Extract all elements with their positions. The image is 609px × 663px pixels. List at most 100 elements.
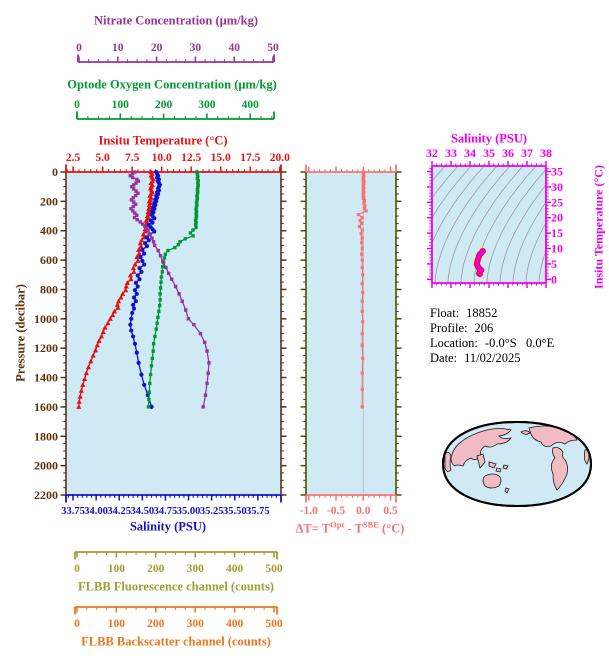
svg-text:34.75: 34.75	[154, 506, 178, 517]
date-value: 11/02/2025	[464, 351, 521, 365]
svg-text:-1.0: -1.0	[300, 505, 318, 517]
svg-text:10.0: 10.0	[152, 152, 172, 164]
salinity-axis-title: Salinity (PSU)	[129, 519, 207, 534]
svg-text:34.00: 34.00	[84, 506, 108, 517]
delta-t-series	[356, 170, 368, 409]
svg-text:15.0: 15.0	[211, 152, 231, 164]
svg-text:300: 300	[198, 99, 216, 111]
svg-text:1600: 1600	[34, 400, 58, 414]
svg-text:25: 25	[551, 195, 563, 209]
location-label: Location:	[430, 336, 478, 350]
svg-text:100: 100	[108, 563, 126, 575]
svg-text:50: 50	[267, 42, 279, 54]
svg-text:37: 37	[521, 146, 533, 160]
svg-text:300: 300	[187, 618, 205, 630]
svg-text:400: 400	[226, 618, 244, 630]
svg-text:5.0: 5.0	[95, 152, 110, 164]
main-profile-plot: 0 200 400 600 800 1000 1200 1400 1600 1800 2000 220…	[34, 152, 290, 517]
svg-text:32: 32	[426, 146, 438, 160]
svg-text:35.75: 35.75	[246, 506, 270, 517]
svg-text:500: 500	[265, 618, 283, 630]
svg-text:800: 800	[40, 282, 58, 296]
svg-text:300: 300	[187, 563, 205, 575]
svg-text:20: 20	[551, 211, 563, 225]
svg-text:35: 35	[483, 146, 495, 160]
svg-text:1800: 1800	[34, 429, 58, 443]
svg-text:1400: 1400	[34, 371, 58, 385]
nitrate-offset-axis: 0 10 20 30 40 50	[76, 42, 279, 63]
svg-text:15: 15	[551, 226, 563, 240]
svg-text:35: 35	[551, 165, 563, 179]
svg-text:2.5: 2.5	[66, 152, 81, 164]
delta-t-spines	[300, 171, 402, 496]
svg-text:30: 30	[190, 42, 202, 54]
profile-label: Profile:	[430, 321, 468, 335]
density-contours	[432, 166, 546, 283]
insitu-temperature-series	[76, 169, 157, 409]
ts-profile-trace	[473, 248, 486, 278]
svg-text:100: 100	[108, 618, 126, 630]
svg-text:33.75: 33.75	[61, 506, 85, 517]
svg-text:1200: 1200	[34, 341, 58, 355]
svg-text:100: 100	[112, 99, 130, 111]
svg-text:0: 0	[76, 42, 82, 54]
svg-text:30: 30	[551, 180, 563, 194]
delta-t-axis-title: ΔT= TOpt - TSBE (°C)	[295, 519, 405, 536]
temperature-axis-title: Insitu Temperature (°C)	[98, 133, 228, 148]
ts-temperature-axis-title: Insitu Temperature (°C)	[591, 165, 606, 289]
salinity-bottom-axis: 33.75 34.00 34.25 34.50 34.75 35.00 35.25 35.50…	[61, 494, 282, 517]
svg-text:0.0: 0.0	[356, 505, 371, 517]
pressure-axis-title: Pressure (decibar)	[13, 284, 28, 382]
svg-text:17.5: 17.5	[240, 152, 260, 164]
svg-text:20.0: 20.0	[270, 152, 290, 164]
svg-text:10: 10	[112, 42, 124, 54]
float-label: Float:	[430, 306, 460, 320]
float-info-block: Float: 18852 Profile: 206 Location: -0.0°S …	[430, 306, 554, 366]
svg-text:0.5: 0.5	[383, 505, 398, 517]
svg-text:40: 40	[228, 42, 240, 54]
pressure-right-spine	[280, 171, 287, 496]
world-map	[441, 420, 593, 508]
svg-text:500: 500	[265, 563, 283, 575]
svg-text:0: 0	[551, 272, 557, 286]
svg-text:34: 34	[464, 146, 476, 160]
svg-text:34.50: 34.50	[131, 506, 155, 517]
pressure-tick-labels: 0 200 400 600 800 1000 1200 1400 1600 1800 2000 220…	[34, 165, 58, 502]
backscatter-axis-title: FLBB Backscatter channel (counts)	[81, 634, 271, 649]
float-id-row: Float: 18852	[430, 306, 554, 321]
svg-text:200: 200	[147, 618, 165, 630]
fluorescence-offset-axis: 0 100 200 300 400 500	[74, 551, 283, 575]
date-label: Date:	[430, 351, 458, 365]
svg-text:0: 0	[74, 618, 80, 630]
svg-text:7.5: 7.5	[125, 152, 140, 164]
svg-text:5: 5	[551, 257, 557, 271]
delta-t-bottom-axis: -1.0 -0.5 0.0 0.5	[300, 494, 398, 517]
nitrate-axis-title: Nitrate Concentration (μm/kg)	[94, 13, 258, 28]
svg-text:35.50: 35.50	[223, 506, 247, 517]
svg-text:0: 0	[74, 563, 80, 575]
profile-row: Profile: 206	[430, 321, 554, 336]
svg-text:-0.5: -0.5	[327, 505, 345, 517]
svg-text:12.5: 12.5	[181, 152, 201, 164]
backscatter-offset-axis: 0 100 200 300 400 500	[74, 606, 283, 630]
svg-text:33: 33	[445, 146, 457, 160]
svg-text:35.00: 35.00	[177, 506, 201, 517]
svg-text:400: 400	[40, 224, 58, 238]
svg-text:38: 38	[540, 146, 552, 160]
oxygen-axis-title: Optode Oxygen Concentration (μm/kg)	[67, 77, 277, 92]
svg-text:400: 400	[242, 99, 260, 111]
svg-text:200: 200	[147, 563, 165, 575]
svg-text:36: 36	[502, 146, 514, 160]
location-value: -0.0°S 0.0°E	[484, 336, 555, 350]
float-value: 18852	[466, 306, 498, 320]
ts-salinity-axis-title: Salinity (PSU)	[450, 131, 528, 146]
nitrate-series	[128, 170, 211, 409]
svg-text:2200: 2200	[34, 488, 58, 502]
optode-oxygen-series	[146, 170, 200, 409]
svg-text:2000: 2000	[34, 459, 58, 473]
svg-text:200: 200	[155, 99, 173, 111]
svg-text:34.25: 34.25	[107, 506, 131, 517]
